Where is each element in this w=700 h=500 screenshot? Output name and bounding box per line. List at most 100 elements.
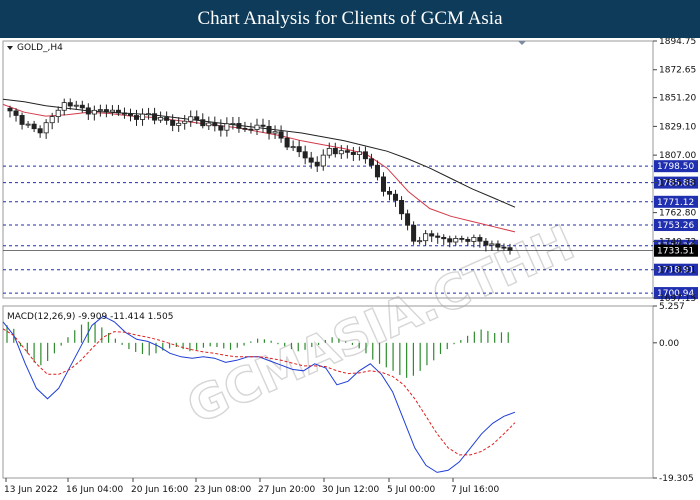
candle-body — [411, 224, 417, 242]
price-tick-label: 1785.88 — [659, 179, 696, 189]
macd-axis: 5.257 0.00 -19.305 — [653, 302, 694, 484]
time-tick-label: 7 Jul 16:00 — [451, 485, 500, 495]
moving-average-line — [2, 103, 516, 233]
macd-signal-line — [2, 328, 516, 456]
candle-body — [182, 120, 188, 124]
candle-body — [453, 238, 459, 243]
price-tick-label: 1740.72 — [659, 237, 696, 247]
candle-body — [61, 102, 67, 111]
candle-body — [67, 102, 73, 107]
candle-body — [242, 127, 248, 130]
time-tick-label: 27 Jun 20:00 — [258, 485, 315, 495]
candle-body — [405, 213, 411, 226]
candle-body — [483, 240, 489, 246]
candle-body — [13, 110, 19, 116]
candle-body — [465, 238, 471, 242]
candle-body — [176, 122, 182, 126]
candle-body — [272, 131, 278, 134]
price-tick-label: 1807.00 — [659, 151, 696, 161]
candle-body — [79, 104, 85, 109]
candle-body — [374, 164, 380, 178]
macd-main-line — [2, 315, 516, 473]
candle-body — [320, 154, 326, 167]
price-tick-label: 1718.91 — [659, 266, 696, 276]
candle-body — [103, 109, 109, 113]
macd-tick-label: -19.305 — [659, 474, 694, 484]
level-label: 1771.12 — [657, 198, 694, 208]
candle-body — [49, 116, 55, 124]
candle-body — [164, 117, 170, 121]
time-tick-label: 20 Jun 16:00 — [131, 485, 188, 495]
candle-body — [212, 122, 218, 127]
resistance-support-levels: 1798.501785.881771.121753.261737.281718.… — [3, 160, 698, 299]
candle-body — [127, 113, 133, 116]
current-price-tag — [654, 244, 698, 257]
candle-body — [109, 109, 115, 113]
candle-body — [266, 125, 272, 134]
level-label: 1798.50 — [657, 162, 694, 172]
candle-body — [447, 238, 453, 243]
time-tick-label: 13 Jun 2022 — [4, 485, 58, 495]
candle-body — [158, 117, 164, 121]
price-tick-label: 1872.65 — [659, 66, 696, 76]
candle-body — [477, 237, 483, 242]
candle-body — [314, 161, 320, 167]
candle-body — [507, 247, 513, 251]
time-tick-label: 23 Jun 08:00 — [194, 485, 251, 495]
shift-marker-icon — [518, 41, 526, 45]
candle-body — [170, 119, 176, 126]
symbol-label: GOLD_,H4 — [17, 43, 63, 53]
candle-body — [85, 107, 91, 115]
level-label: 1700.94 — [657, 289, 694, 299]
candle-body — [121, 112, 127, 115]
time-tick-label: 30 Jun 12:00 — [322, 485, 379, 495]
candle-body — [387, 190, 393, 195]
candle-body — [501, 246, 507, 249]
price-tick-label: 1829.10 — [659, 122, 696, 132]
candle-body — [344, 150, 350, 153]
candle-body — [73, 104, 79, 107]
level-tag — [654, 176, 698, 189]
macd-panel-frame — [2, 305, 654, 479]
time-tick-label: 5 Jul 00:00 — [387, 485, 436, 495]
level-tag — [654, 195, 698, 208]
candle-body — [417, 240, 423, 243]
current-price-marker: 1733.51 — [3, 244, 698, 257]
level-tag — [654, 263, 698, 276]
price-tick-label: 1697.15 — [659, 294, 696, 304]
candle-body — [19, 115, 25, 125]
candle-body — [356, 151, 362, 155]
candle-body — [194, 116, 200, 121]
candle-body — [350, 151, 356, 155]
candle-body — [284, 137, 290, 148]
level-tag — [654, 160, 698, 173]
candle-body — [224, 123, 230, 131]
candle-body — [7, 107, 13, 112]
candle-body — [362, 151, 368, 160]
level-label: 1718.91 — [657, 266, 694, 276]
candle-body — [97, 109, 103, 111]
candle-body — [200, 119, 206, 127]
candle-body — [25, 123, 31, 126]
moving-average-lines — [2, 98, 516, 233]
candle-body — [393, 193, 399, 201]
candle-body — [230, 123, 236, 125]
symbol-menu-icon[interactable] — [7, 46, 13, 50]
time-tick-label: 16 Jun 04:00 — [66, 485, 123, 495]
macd-tick-label: 5.257 — [659, 302, 685, 312]
candle-body — [218, 125, 224, 131]
candlestick-series — [7, 98, 513, 255]
candle-body — [236, 123, 242, 129]
candle-body — [471, 237, 477, 242]
price-tick-label: 1894.75 — [659, 38, 696, 47]
candle-body — [55, 109, 61, 117]
candle-body — [134, 115, 140, 120]
watermark-text: GCMASIA.CTHH — [179, 215, 582, 436]
candle-body — [260, 124, 266, 127]
level-label: 1785.88 — [657, 179, 694, 189]
candle-body — [188, 116, 194, 122]
level-label: 1753.26 — [657, 221, 694, 231]
candle-body — [278, 131, 284, 139]
candle-body — [290, 146, 296, 149]
current-price-label: 1733.51 — [657, 247, 694, 257]
